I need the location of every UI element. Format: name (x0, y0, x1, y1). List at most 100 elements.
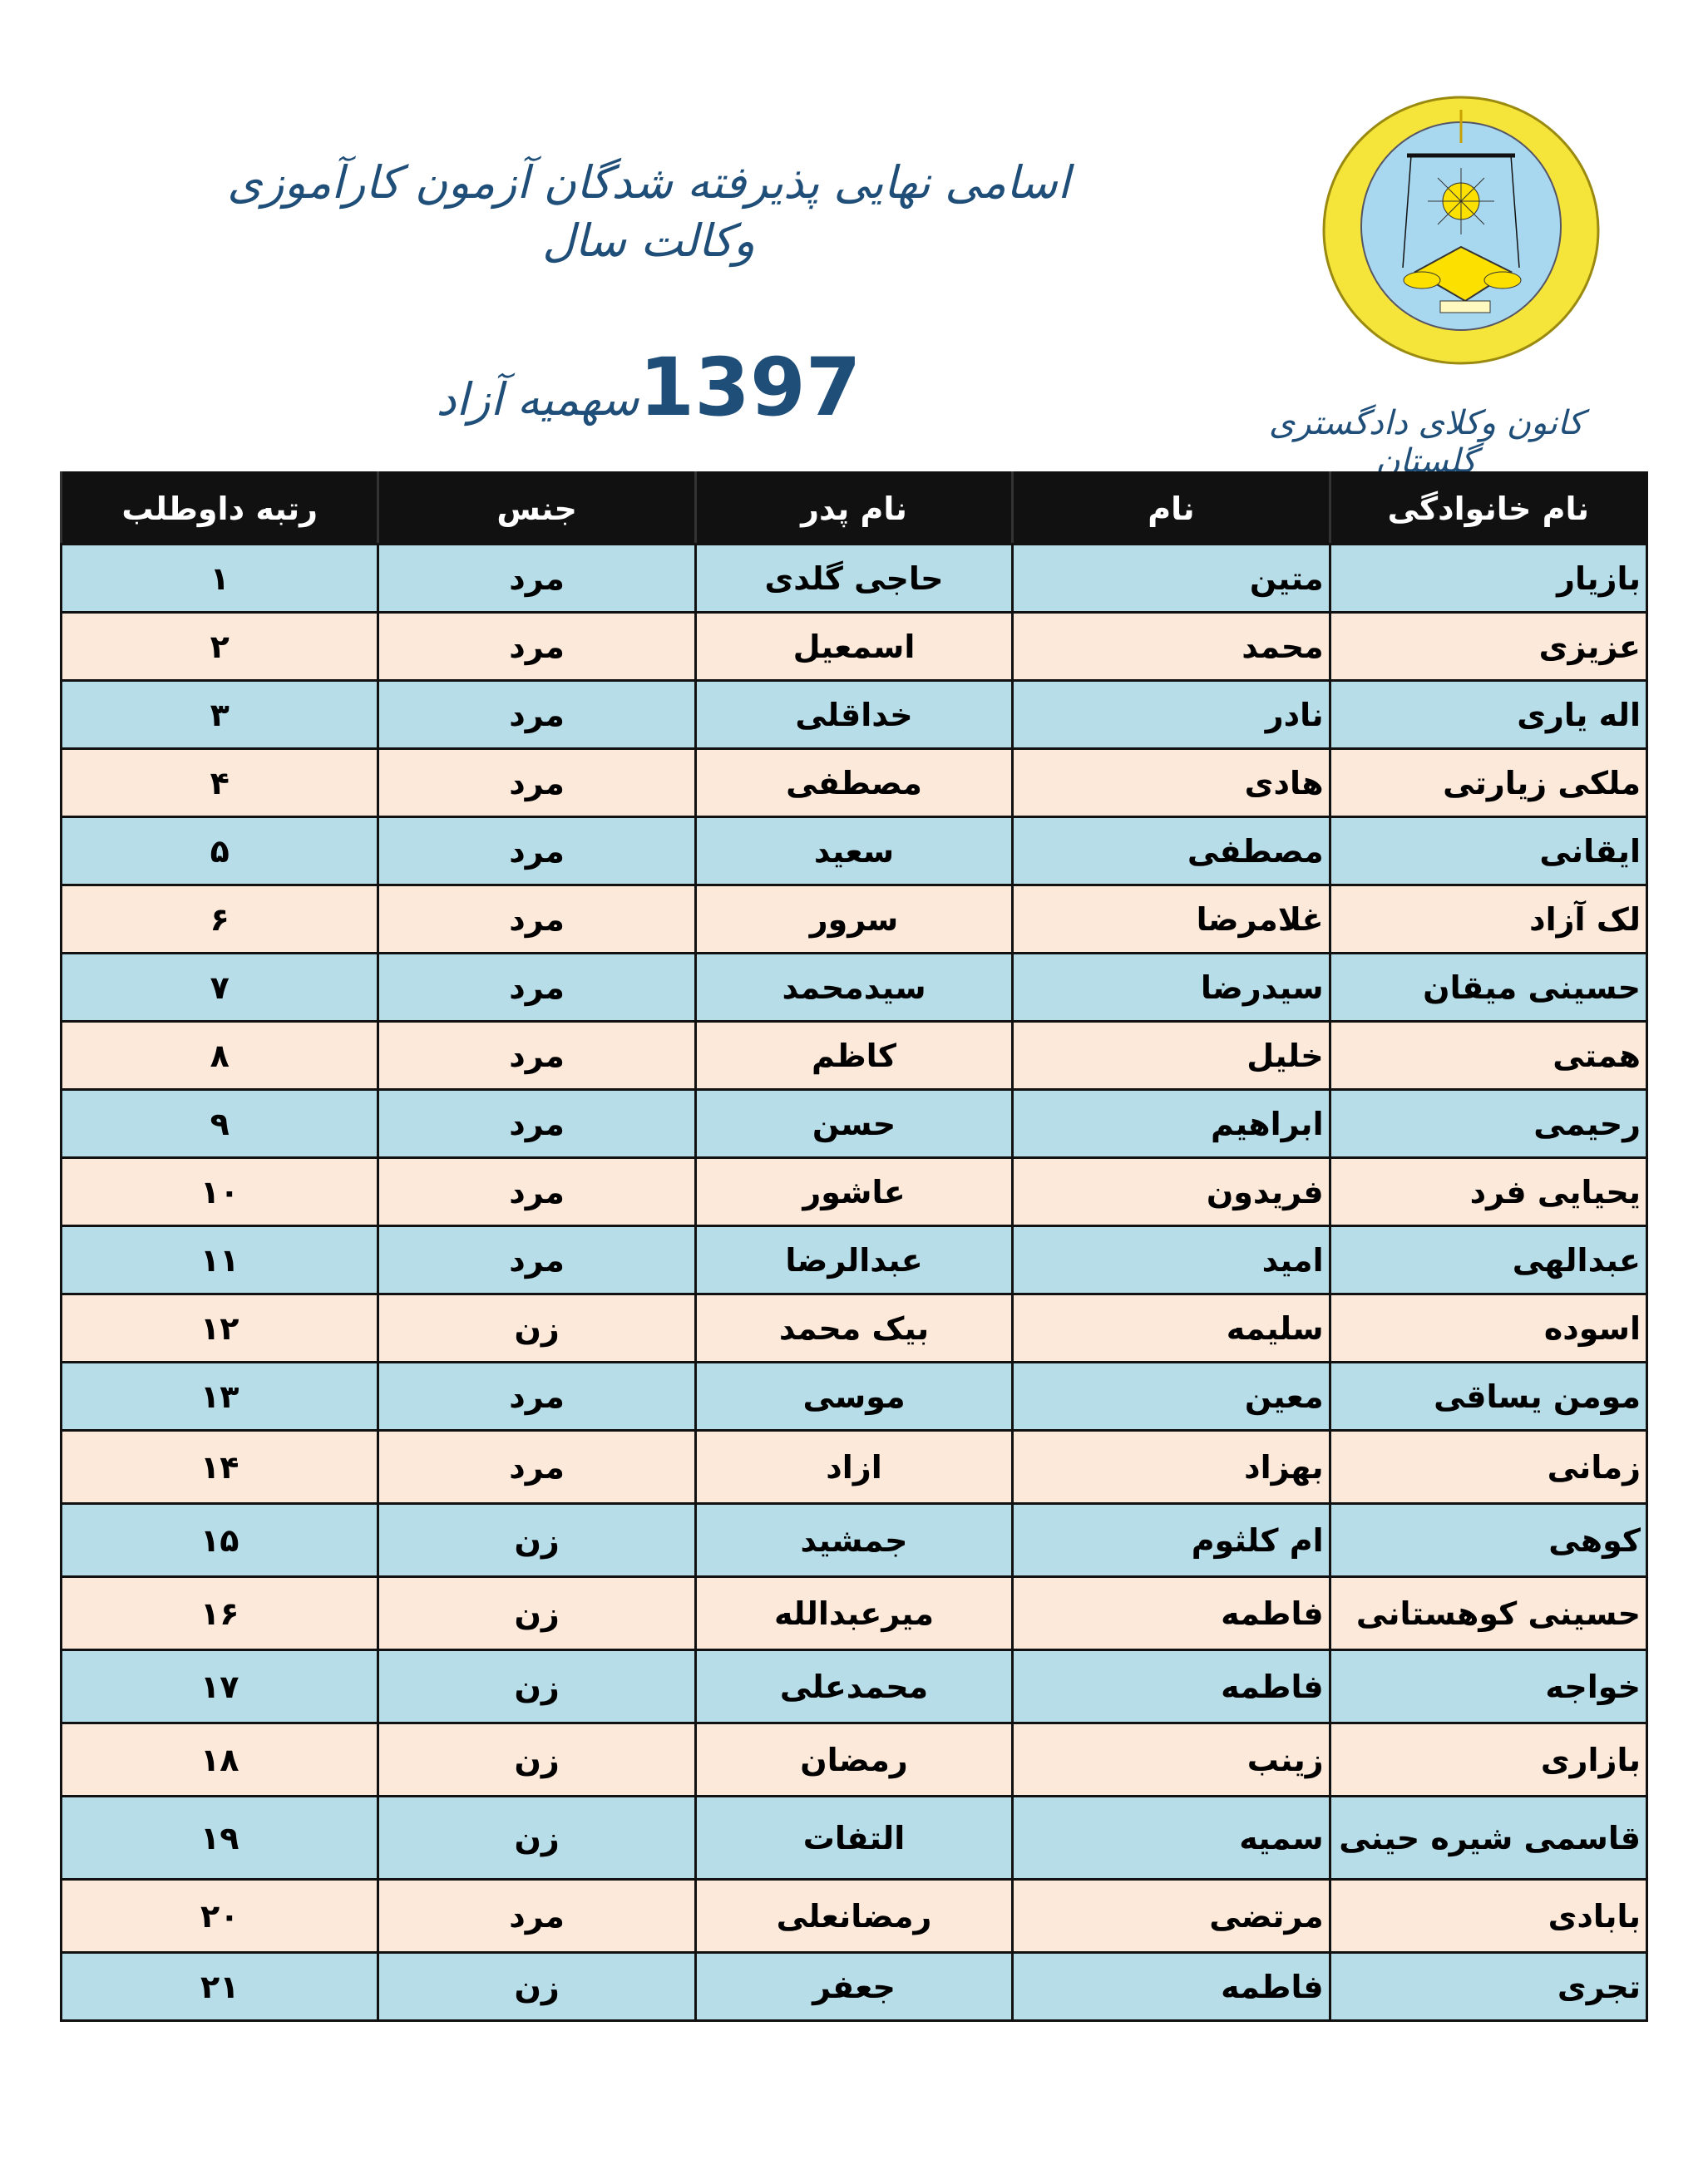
table-row: اسوده سلیمه بیک محمد زن ۱۲ (59, 1293, 1649, 1363)
first-name-cell: مصطفی (1011, 816, 1331, 886)
first-name-cell: فاطمه (1011, 1951, 1331, 2022)
father-name-cell: جعفر (694, 1951, 1014, 2022)
family-name-cell: حسینی میقان (1328, 952, 1649, 1023)
family-name-cell: تجری (1328, 1951, 1649, 2022)
rank-cell: ۶ (59, 884, 380, 954)
gender-cell: مرد (377, 1088, 697, 1159)
gender-cell: زن (377, 1951, 697, 2022)
rank-cell: ۱۵ (59, 1502, 380, 1578)
first-name-cell: فاطمه (1011, 1649, 1331, 1724)
first-name-cell: ابراهیم (1011, 1088, 1331, 1159)
gender-cell: زن (377, 1649, 697, 1724)
rank-cell: ۷ (59, 952, 380, 1023)
table-row: خواجه فاطمه محمدعلی زن ۱۷ (59, 1649, 1649, 1724)
father-name-cell: حسن (694, 1088, 1014, 1159)
table-row: مومن یساقی معین موسی مرد ۱۳ (59, 1361, 1649, 1432)
first-name-cell: متین (1011, 543, 1331, 614)
first-name-cell: فریدون (1011, 1156, 1331, 1227)
page-title: اسامی نهایی پذیرفته شدگان آزمون کارآموزی… (227, 156, 1070, 268)
rank-cell: ۲۰ (59, 1878, 380, 1954)
column-header-father-name: نام پدر (694, 471, 1014, 545)
family-name-cell: ایقانی (1328, 816, 1649, 886)
father-name-cell: عبدالرضا (694, 1225, 1014, 1295)
table-row: بازیار متین حاجی گلدی مرد ۱ (59, 543, 1649, 614)
gender-cell: زن (377, 1293, 697, 1363)
rank-cell: ۱۸ (59, 1722, 380, 1797)
father-name-cell: ازاد (694, 1429, 1014, 1505)
table-row: بازاری زینب رمضان زن ۱۸ (59, 1722, 1649, 1797)
rank-cell: ۱۳ (59, 1361, 380, 1432)
page-subtitle: 1397سهمیه آزاد (416, 341, 881, 434)
first-name-cell: سلیمه (1011, 1293, 1331, 1363)
gender-cell: مرد (377, 1878, 697, 1954)
father-name-cell: خداقلی (694, 679, 1014, 750)
gender-cell: مرد (377, 679, 697, 750)
admitted-candidates-table: نام خانوادگی نام نام پدر جنس رتبه داوطلب… (59, 471, 1649, 2022)
first-name-cell: ام کلثوم (1011, 1502, 1331, 1578)
family-name-cell: همتی (1328, 1020, 1649, 1091)
gender-cell: زن (377, 1502, 697, 1578)
rank-cell: ۱۶ (59, 1575, 380, 1651)
gender-cell: مرد (377, 1225, 697, 1295)
table-row: حسینی میقان سیدرضا سیدمحمد مرد ۷ (59, 952, 1649, 1023)
family-name-cell: زمانی (1328, 1429, 1649, 1505)
family-name-cell: ملکی زیارتی (1328, 747, 1649, 818)
table-row: قاسمی شیره حینی سمیه التفات زن ۱۹ (59, 1795, 1649, 1881)
table-row: همتی خلیل کاظم مرد ۸ (59, 1020, 1649, 1091)
first-name-cell: فاطمه (1011, 1575, 1331, 1651)
rank-cell: ۴ (59, 747, 380, 818)
table-row: ایقانی مصطفی سعید مرد ۵ (59, 816, 1649, 886)
gender-cell: مرد (377, 816, 697, 886)
father-name-cell: سرور (694, 884, 1014, 954)
rank-cell: ۱۰ (59, 1156, 380, 1227)
gender-cell: مرد (377, 884, 697, 954)
rank-cell: ۲۱ (59, 1951, 380, 2022)
father-name-cell: سیدمحمد (694, 952, 1014, 1023)
father-name-cell: رمضان (694, 1722, 1014, 1797)
family-name-cell: کوهی (1328, 1502, 1649, 1578)
table-row: عبدالهی امید عبدالرضا مرد ۱۱ (59, 1225, 1649, 1295)
rank-cell: ۸ (59, 1020, 380, 1091)
table-row: ملکی زیارتی هادی مصطفی مرد ۴ (59, 747, 1649, 818)
first-name-cell: هادی (1011, 747, 1331, 818)
father-name-cell: اسمعیل (694, 611, 1014, 682)
family-name-cell: مومن یساقی (1328, 1361, 1649, 1432)
first-name-cell: معین (1011, 1361, 1331, 1432)
gender-cell: زن (377, 1575, 697, 1651)
first-name-cell: محمد (1011, 611, 1331, 682)
first-name-cell: امید (1011, 1225, 1331, 1295)
column-header-family-name: نام خانوادگی (1328, 471, 1649, 545)
column-header-first-name: نام (1011, 471, 1331, 545)
rank-cell: ۱۹ (59, 1795, 380, 1881)
table-row: عزیزی محمد اسمعیل مرد ۲ (59, 611, 1649, 682)
father-name-cell: موسی (694, 1361, 1014, 1432)
year: 1397 (639, 341, 861, 434)
first-name-cell: سیدرضا (1011, 952, 1331, 1023)
first-name-cell: نادر (1011, 679, 1331, 750)
family-name-cell: قاسمی شیره حینی (1328, 1795, 1649, 1881)
father-name-cell: عاشور (694, 1156, 1014, 1227)
first-name-cell: مرتضی (1011, 1878, 1331, 1954)
family-name-cell: رحیمی (1328, 1088, 1649, 1159)
column-header-rank: رتبه داوطلب (59, 471, 380, 545)
family-name-cell: بازیار (1328, 543, 1649, 614)
organization-name: کانون وکلای دادگستری گلستان (1268, 404, 1584, 481)
family-name-cell: خواجه (1328, 1649, 1649, 1724)
father-name-cell: رمضانعلی (694, 1878, 1014, 1954)
table-row: اله یاری نادر خداقلی مرد ۳ (59, 679, 1649, 750)
table-row: رحیمی ابراهیم حسن مرد ۹ (59, 1088, 1649, 1159)
table-row: تجری فاطمه جعفر زن ۲۱ (59, 1951, 1649, 2022)
gender-cell: زن (377, 1795, 697, 1881)
father-name-cell: بیک محمد (694, 1293, 1014, 1363)
family-name-cell: اله یاری (1328, 679, 1649, 750)
rank-cell: ۱۲ (59, 1293, 380, 1363)
table-row: زمانی بهزاد ازاد مرد ۱۴ (59, 1429, 1649, 1505)
family-name-cell: بابادی (1328, 1878, 1649, 1954)
rank-cell: ۹ (59, 1088, 380, 1159)
father-name-cell: التفات (694, 1795, 1014, 1881)
father-name-cell: کاظم (694, 1020, 1014, 1091)
rank-cell: ۱۱ (59, 1225, 380, 1295)
family-name-cell: عبدالهی (1328, 1225, 1649, 1295)
gender-cell: مرد (377, 611, 697, 682)
gender-cell: مرد (377, 1156, 697, 1227)
